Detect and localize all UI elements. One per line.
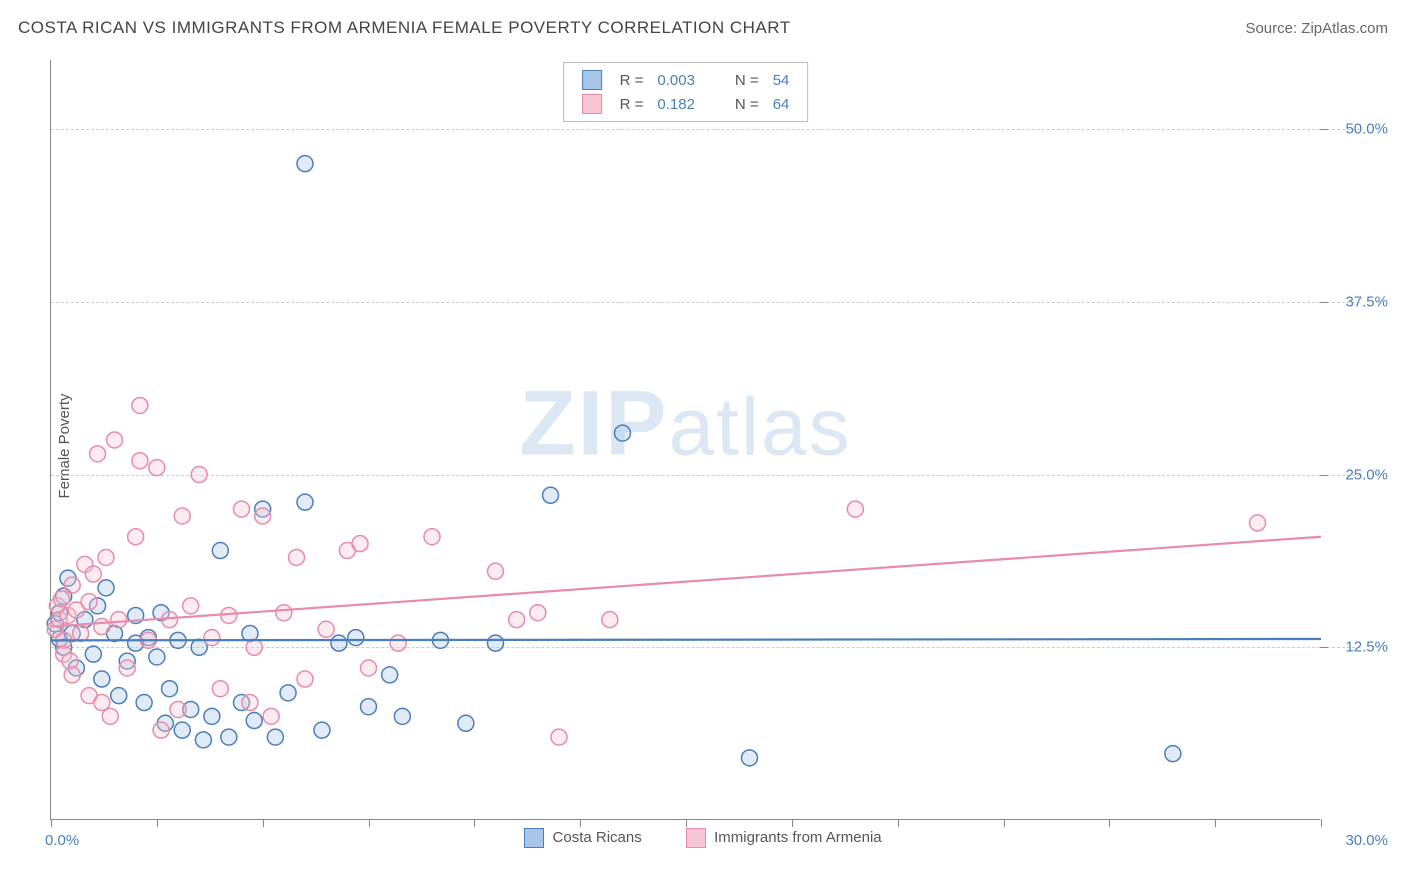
data-point bbox=[204, 708, 220, 724]
y-tick-label: 25.0% bbox=[1345, 466, 1388, 483]
data-point bbox=[314, 722, 330, 738]
data-point bbox=[132, 453, 148, 469]
data-point bbox=[153, 722, 169, 738]
plot-area: ZIPatlas R = 0.003 N = 54 R = 0.182 N = … bbox=[50, 60, 1320, 820]
chart-svg bbox=[51, 60, 1320, 819]
data-point bbox=[390, 635, 406, 651]
x-tick bbox=[263, 819, 264, 827]
data-point bbox=[98, 549, 114, 565]
data-point bbox=[242, 695, 258, 711]
data-point bbox=[297, 671, 313, 687]
x-tick bbox=[1109, 819, 1110, 827]
data-point bbox=[1250, 515, 1266, 531]
data-point bbox=[352, 536, 368, 552]
data-point bbox=[280, 685, 296, 701]
y-tick-label: 37.5% bbox=[1345, 293, 1388, 310]
data-point bbox=[488, 635, 504, 651]
chart-title: COSTA RICAN VS IMMIGRANTS FROM ARMENIA F… bbox=[18, 18, 791, 38]
x-tick bbox=[1215, 819, 1216, 827]
x-tick bbox=[51, 819, 52, 827]
data-point bbox=[318, 621, 334, 637]
data-point bbox=[602, 612, 618, 628]
data-point bbox=[204, 630, 220, 646]
data-point bbox=[212, 681, 228, 697]
data-point bbox=[361, 699, 377, 715]
data-point bbox=[81, 594, 97, 610]
data-point bbox=[234, 501, 250, 517]
data-point bbox=[174, 508, 190, 524]
data-point bbox=[424, 529, 440, 545]
data-point bbox=[90, 446, 106, 462]
data-point bbox=[289, 549, 305, 565]
data-point bbox=[94, 619, 110, 635]
data-point bbox=[54, 591, 70, 607]
data-point bbox=[551, 729, 567, 745]
data-point bbox=[174, 722, 190, 738]
data-point bbox=[85, 646, 101, 662]
data-point bbox=[297, 156, 313, 172]
data-point bbox=[212, 543, 228, 559]
data-point bbox=[128, 529, 144, 545]
x-tick bbox=[898, 819, 899, 827]
data-point bbox=[102, 708, 118, 724]
data-point bbox=[107, 432, 123, 448]
data-point bbox=[85, 566, 101, 582]
data-point bbox=[183, 598, 199, 614]
data-point bbox=[276, 605, 292, 621]
data-point bbox=[98, 580, 114, 596]
data-point bbox=[64, 667, 80, 683]
data-point bbox=[221, 607, 237, 623]
data-point bbox=[382, 667, 398, 683]
data-point bbox=[530, 605, 546, 621]
data-point bbox=[543, 487, 559, 503]
trend-line bbox=[51, 537, 1321, 627]
data-point bbox=[297, 494, 313, 510]
data-point bbox=[615, 425, 631, 441]
x-tick bbox=[157, 819, 158, 827]
data-point bbox=[742, 750, 758, 766]
data-point bbox=[246, 713, 262, 729]
source-label: Source: ZipAtlas.com bbox=[1245, 20, 1388, 37]
legend-correlation: R = 0.003 N = 54 R = 0.182 N = 64 bbox=[563, 62, 809, 122]
x-tick bbox=[1004, 819, 1005, 827]
data-point bbox=[847, 501, 863, 517]
data-point bbox=[195, 732, 211, 748]
x-tick bbox=[686, 819, 687, 827]
data-point bbox=[255, 508, 271, 524]
data-point bbox=[162, 681, 178, 697]
x-tick bbox=[1321, 819, 1322, 827]
x-tick bbox=[474, 819, 475, 827]
data-point bbox=[458, 715, 474, 731]
data-point bbox=[1165, 746, 1181, 762]
data-point bbox=[221, 729, 237, 745]
data-point bbox=[509, 612, 525, 628]
y-tick-label: 50.0% bbox=[1345, 121, 1388, 138]
data-point bbox=[246, 639, 262, 655]
data-point bbox=[94, 671, 110, 687]
data-point bbox=[111, 612, 127, 628]
data-point bbox=[149, 649, 165, 665]
x-tick bbox=[369, 819, 370, 827]
data-point bbox=[331, 635, 347, 651]
data-point bbox=[361, 660, 377, 676]
data-point bbox=[136, 695, 152, 711]
data-point bbox=[149, 460, 165, 476]
data-point bbox=[488, 563, 504, 579]
data-point bbox=[64, 577, 80, 593]
data-point bbox=[132, 397, 148, 413]
data-point bbox=[348, 630, 364, 646]
data-point bbox=[191, 467, 207, 483]
data-point bbox=[73, 625, 89, 641]
data-point bbox=[394, 708, 410, 724]
trend-line bbox=[51, 639, 1321, 640]
legend-series: Costa Ricans Immigrants from Armenia bbox=[0, 828, 1406, 848]
y-tick-label: 12.5% bbox=[1345, 639, 1388, 656]
x-tick bbox=[580, 819, 581, 827]
data-point bbox=[263, 708, 279, 724]
data-point bbox=[267, 729, 283, 745]
x-tick bbox=[792, 819, 793, 827]
data-point bbox=[119, 660, 135, 676]
data-point bbox=[170, 701, 186, 717]
data-point bbox=[111, 688, 127, 704]
